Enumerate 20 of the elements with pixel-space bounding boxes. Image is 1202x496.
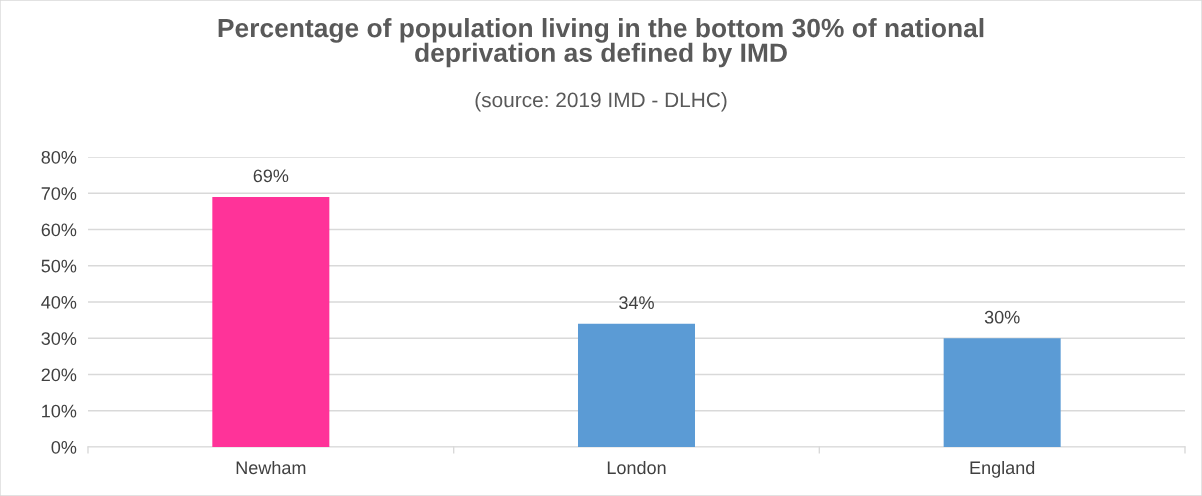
y-tick-label: 30% <box>41 332 77 345</box>
x-tick-label: London <box>607 460 666 475</box>
chart-title: Percentage of population living in the bottom 30% of national deprivation as defined by IMD <box>218 18 984 68</box>
y-tick-label: 10% <box>42 404 77 418</box>
data-label: 69% <box>253 169 289 183</box>
y-tick-label: 80% <box>41 150 77 164</box>
x-tick-label: England <box>970 460 1035 478</box>
y-tick-label: 70% <box>41 187 77 200</box>
chart-subtitle: (source: 2019 IMD - DLHC) <box>475 92 727 112</box>
y-tick-label: 60% <box>41 223 77 237</box>
bar <box>212 196 330 447</box>
data-label: 34% <box>619 296 654 310</box>
bar <box>577 323 696 447</box>
bar <box>943 338 1061 447</box>
x-tick-label: Newham <box>236 460 306 475</box>
y-tick-label: 40% <box>41 295 77 309</box>
y-tick-label: 20% <box>41 368 77 382</box>
y-tick-label: 0% <box>51 440 77 454</box>
y-tick-label: 50% <box>41 259 77 273</box>
data-label: 30% <box>984 310 1020 324</box>
